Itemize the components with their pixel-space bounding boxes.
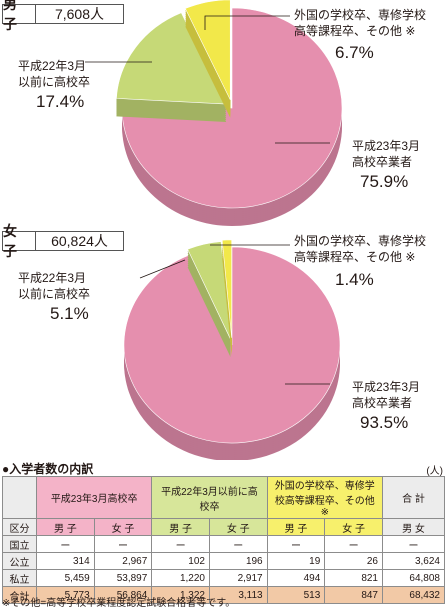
table-cell: 19 — [266, 552, 326, 570]
female-new-label: 平成23年3月 高校卒業者 — [352, 380, 421, 410]
table-cell: 3,113 — [208, 586, 268, 604]
female-new-pct: 93.5% — [360, 413, 409, 432]
table-group-header-row: 平成23年3月高校卒 平成22年3月以前に高校卒 外国の学校卒、専修学校高等課程… — [2, 476, 445, 519]
table-cell: 5,459 — [36, 569, 95, 587]
female-other-pct: 1.4% — [335, 270, 374, 289]
row-label: 公立 — [2, 552, 37, 570]
table-cell: 3,624 — [382, 552, 445, 570]
male-new-label: 平成23年3月 高校卒業者 — [352, 139, 421, 169]
group-header-other: 外国の学校卒、専修学校高等課程卒、その他 ※ — [266, 476, 384, 519]
male-count: 7,608人 — [36, 4, 124, 24]
table-cell: 53,897 — [93, 569, 153, 587]
footnote: ※その他=高等学校卒業程度認定試験合格者等です。 — [2, 598, 236, 609]
table-cell: ー — [382, 535, 445, 553]
row-label: 私立 — [2, 569, 37, 587]
sub-header-female: 女 子 — [93, 518, 153, 536]
table-row: 公立 314 2,967 102 196 19 26 3,624 — [2, 552, 445, 570]
table-cell: 56,864 — [93, 586, 153, 604]
sub-header-female: 女 子 — [208, 518, 268, 536]
female-count: 60,824人 — [36, 231, 124, 251]
sub-header-male: 男 子 — [266, 518, 326, 536]
sub-header-female: 女 子 — [324, 518, 383, 536]
female-gender-label: 女 子 — [2, 223, 36, 259]
row-label: 合計 — [2, 586, 37, 604]
sub-header-male: 男 子 — [36, 518, 95, 536]
male-gender-label: 男 子 — [2, 0, 36, 32]
table-cell: 494 — [266, 569, 326, 587]
group-header-new-grad: 平成23年3月高校卒 — [35, 476, 153, 519]
table-cell: 102 — [151, 552, 210, 570]
male-prev-label: 平成22年3月 以前に高校卒 — [18, 59, 91, 89]
group-header-total: 合 計 — [382, 476, 445, 519]
table-cell: 821 — [324, 569, 383, 587]
table-cell: ー — [324, 535, 383, 553]
sub-header-male: 男 子 — [151, 518, 210, 536]
table-row: 私立 5,459 53,897 1,220 2,917 494 821 64,8… — [2, 569, 445, 587]
enrollment-breakdown-table: 平成23年3月高校卒 平成22年3月以前に高校卒 外国の学校卒、専修学校高等課程… — [2, 476, 445, 604]
table-cell: 2,967 — [93, 552, 153, 570]
male-other-pct: 6.7% — [335, 43, 374, 62]
male-new-pct: 75.9% — [360, 172, 409, 191]
male-pie-chart — [116, 0, 343, 226]
female-prev-pct: 5.1% — [50, 304, 89, 323]
new-grad-slice — [123, 246, 341, 444]
table-cell: 196 — [208, 552, 268, 570]
female-other-label: 外国の学校卒、専修学校 高等課程卒、その他 ※ — [294, 234, 427, 264]
other-slice — [184, 0, 231, 100]
female-pie-chart — [123, 239, 341, 460]
male-leader-other — [204, 15, 290, 30]
table-cell: 2,917 — [208, 569, 268, 587]
table-cell: ー — [151, 535, 210, 553]
table-cell: ー — [36, 535, 95, 553]
table-cell: ー — [266, 535, 326, 553]
table-corner-cell — [2, 476, 37, 519]
table-cell: 5,773 — [36, 586, 95, 604]
table-sub-header-row: 区分 男 子 女 子 男 子 女 子 男 子 女 子 男 女 — [2, 518, 445, 536]
table-cell: 64,808 — [382, 569, 445, 587]
table-row: 国立 ー ー ー ー ー ー ー — [2, 535, 445, 553]
table-cell: 314 — [36, 552, 95, 570]
table-unit: (人) — [426, 466, 443, 477]
table-cell: ー — [208, 535, 268, 553]
table-cell: ー — [93, 535, 153, 553]
female-leader-prev — [139, 259, 186, 279]
pie-charts — [85, 0, 343, 460]
group-header-prev-grad: 平成22年3月以前に高校卒 — [151, 476, 268, 519]
table-cell: 847 — [324, 586, 383, 604]
table-title: ●入学者数の内訳 — [2, 462, 94, 476]
sub-header-category: 区分 — [2, 518, 37, 536]
male-other-label: 外国の学校卒、専修学校 高等課程卒、その他 ※ — [294, 8, 427, 38]
row-label: 国立 — [2, 535, 37, 553]
male-header: 男 子 7,608人 — [2, 0, 124, 32]
table-total-row: 合計 5,773 56,864 1,322 3,113 513 847 68,4… — [2, 586, 445, 604]
other-slice — [221, 239, 232, 338]
prev-grad-slice — [187, 241, 231, 340]
male-prev-pct: 17.4% — [36, 92, 85, 111]
table-cell: 513 — [266, 586, 326, 604]
table-cell: 1,220 — [151, 569, 210, 587]
new-grad-slice — [121, 7, 343, 209]
prev-grad-slice — [116, 12, 227, 105]
female-prev-label: 平成22年3月 以前に高校卒 — [18, 271, 91, 301]
female-header: 女 子 60,824人 — [2, 223, 124, 259]
table-cell: 68,432 — [382, 586, 445, 604]
table-cell: 1,322 — [151, 586, 210, 604]
table-cell: 26 — [324, 552, 383, 570]
sub-header-total: 男 女 — [382, 518, 445, 536]
